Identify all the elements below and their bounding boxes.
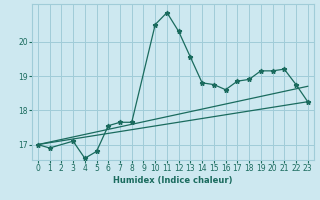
X-axis label: Humidex (Indice chaleur): Humidex (Indice chaleur) [113, 176, 233, 185]
